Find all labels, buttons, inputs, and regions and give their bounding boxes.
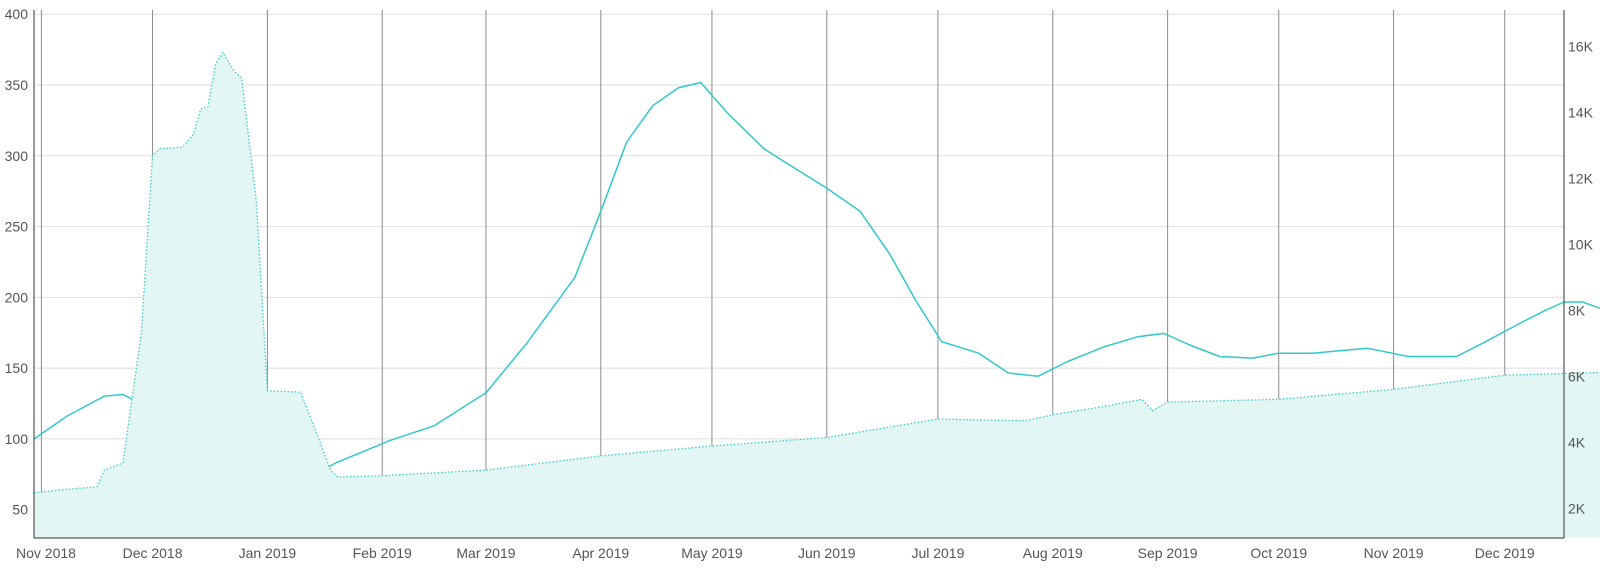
- x-tick-label: Dec 2018: [123, 545, 183, 561]
- x-tick-label: Jun 2019: [798, 545, 856, 561]
- y-right-tick-label: 8K: [1568, 302, 1586, 318]
- y-left-tick-label: 300: [5, 148, 29, 164]
- x-tick-label: Apr 2019: [572, 545, 629, 561]
- y-right-tick-label: 12K: [1568, 170, 1594, 186]
- x-axis-ticks: Nov 2018 Dec 2018 Jan 2019 Feb 2019 Mar 2019…: [16, 545, 1535, 561]
- y-left-tick-label: 350: [5, 77, 29, 93]
- x-tick-label: Nov 2019: [1364, 545, 1424, 561]
- right-axis-ticks: 2K 4K 6K 8K 10K 12K 14K 16K: [1568, 38, 1594, 516]
- x-tick-label: Jul 2019: [911, 545, 964, 561]
- y-right-tick-label: 14K: [1568, 104, 1594, 120]
- x-tick-label: Dec 2019: [1475, 545, 1535, 561]
- y-left-tick-label: 250: [5, 219, 29, 235]
- y-left-tick-label: 50: [12, 502, 28, 518]
- series-area-fill: [34, 52, 1600, 538]
- y-right-tick-label: 6K: [1568, 368, 1586, 384]
- y-right-tick-label: 2K: [1568, 500, 1586, 516]
- x-tick-label: Sep 2019: [1138, 545, 1198, 561]
- x-tick-label: Mar 2019: [456, 545, 515, 561]
- x-tick-label: Feb 2019: [353, 545, 412, 561]
- y-right-tick-label: 16K: [1568, 38, 1594, 54]
- y-right-tick-label: 4K: [1568, 434, 1586, 450]
- x-tick-label: May 2019: [681, 545, 743, 561]
- x-tick-label: Jan 2019: [239, 545, 297, 561]
- y-left-tick-label: 400: [5, 6, 29, 22]
- y-right-tick-label: 10K: [1568, 236, 1594, 252]
- series-layer: [33, 51, 1600, 538]
- series-line-dotted: [33, 51, 1600, 494]
- axes: [33, 10, 1565, 539]
- x-tick-label: Aug 2019: [1023, 545, 1083, 561]
- y-left-tick-label: 100: [5, 431, 29, 447]
- x-tick-label: Oct 2019: [1250, 545, 1307, 561]
- x-tick-label: Nov 2018: [16, 545, 76, 561]
- y-left-tick-label: 200: [5, 289, 29, 305]
- left-axis-ticks: 50 100 150 200 250 300 350 400: [5, 6, 29, 517]
- y-left-tick-label: 150: [5, 360, 29, 376]
